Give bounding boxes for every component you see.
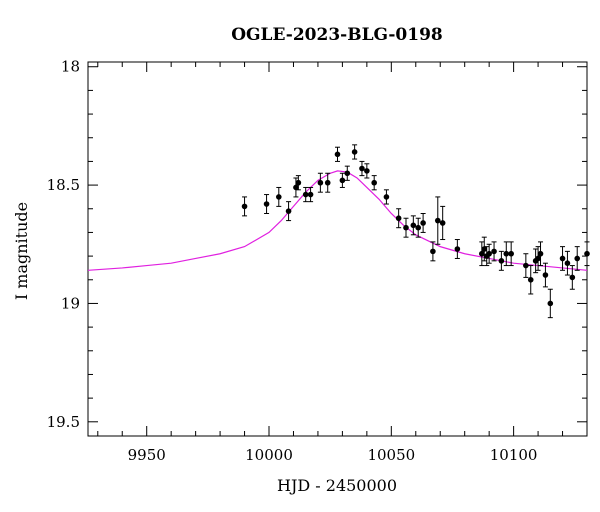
data-point xyxy=(339,177,346,184)
y-tick-label: 18 xyxy=(61,58,80,76)
data-point xyxy=(537,250,544,257)
data-point xyxy=(542,272,549,278)
data-point xyxy=(523,262,529,269)
data-point xyxy=(359,165,365,172)
x-tick-label: 10100 xyxy=(490,446,538,464)
x-tick-label: 9950 xyxy=(128,446,166,464)
axis-ticks xyxy=(88,62,588,436)
x-axis-label: HJD - 2450000 xyxy=(277,476,397,495)
data-point xyxy=(481,246,488,252)
data-points xyxy=(241,149,590,307)
chart-title: OGLE-2023-BLG-0198 xyxy=(231,25,443,45)
error-bars xyxy=(242,144,590,319)
data-point xyxy=(334,151,341,158)
data-point xyxy=(307,191,314,198)
data-point xyxy=(403,224,409,231)
data-point xyxy=(564,260,571,267)
data-point xyxy=(302,191,309,198)
data-point xyxy=(439,220,446,226)
plot-frame xyxy=(87,61,588,437)
y-axis-label: I magnitude xyxy=(12,202,31,300)
y-tick-label: 18.5 xyxy=(47,176,80,194)
data-point xyxy=(434,217,441,224)
data-point xyxy=(574,255,581,262)
data-point xyxy=(364,168,370,174)
data-point xyxy=(263,201,270,207)
data-point xyxy=(344,170,351,177)
data-point xyxy=(491,248,497,255)
data-point xyxy=(415,224,422,231)
data-point xyxy=(295,179,302,186)
data-point xyxy=(454,246,461,252)
data-point xyxy=(559,255,566,262)
data-point xyxy=(275,194,282,200)
axis-tick-labels: 9950 10000 10050 10100 18 18.5 19 19.5 xyxy=(47,58,538,464)
data-point xyxy=(351,149,358,155)
data-point xyxy=(285,208,292,214)
y-tick-label: 19 xyxy=(61,294,80,312)
data-point xyxy=(503,250,510,257)
data-point xyxy=(371,179,377,186)
data-point xyxy=(383,194,390,200)
data-point xyxy=(395,215,402,222)
data-point xyxy=(479,250,485,257)
data-point xyxy=(527,276,534,283)
data-point xyxy=(324,179,331,186)
data-point xyxy=(241,203,248,210)
data-point xyxy=(486,250,492,257)
data-point xyxy=(535,255,541,262)
data-point xyxy=(293,184,299,191)
data-point xyxy=(410,222,417,229)
x-tick-label: 10050 xyxy=(367,446,415,464)
model-curve xyxy=(87,170,588,271)
data-point xyxy=(498,258,505,264)
data-point xyxy=(584,250,590,257)
data-point xyxy=(569,274,576,281)
x-tick-label: 10000 xyxy=(245,446,293,464)
data-point xyxy=(430,248,436,255)
data-point xyxy=(547,300,554,307)
data-point xyxy=(508,250,514,257)
data-point xyxy=(420,220,426,226)
data-point xyxy=(317,179,324,186)
y-tick-label: 19.5 xyxy=(47,413,80,431)
